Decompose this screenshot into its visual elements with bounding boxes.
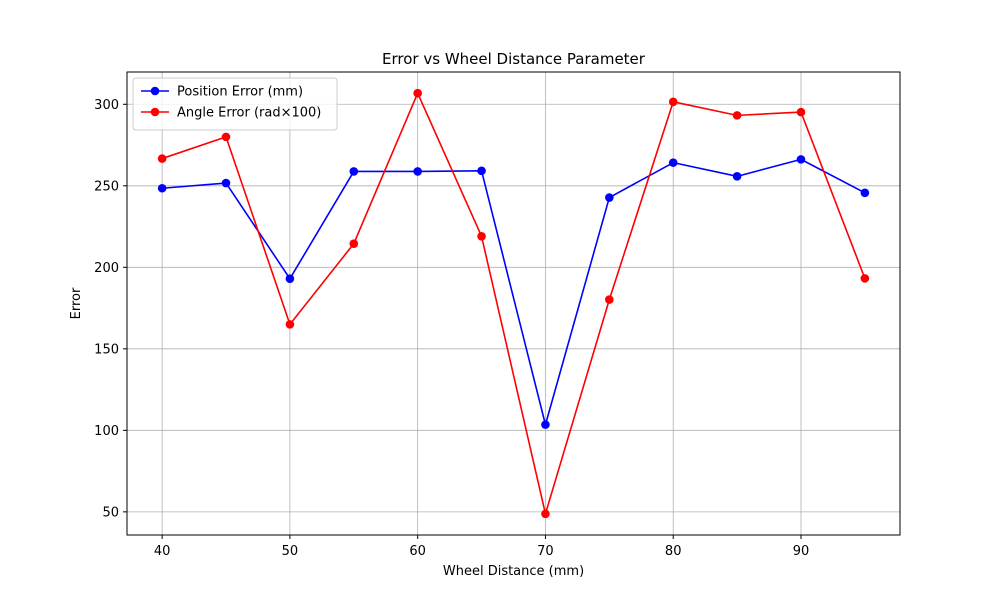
- data-point: [349, 167, 359, 176]
- data-point: [605, 193, 614, 202]
- legend-marker: [150, 86, 160, 96]
- data-point: [732, 111, 742, 120]
- data-point: [285, 274, 295, 284]
- data-point: [860, 274, 870, 283]
- x-tick-label: 90: [793, 544, 810, 559]
- legend-item: Angle Error (rad×100): [141, 106, 321, 121]
- axis-ticks: 40 50 60 70 80 90 50 100 150 200 250 300: [94, 98, 809, 559]
- legend: Position Error (mm) Angle Error (rad×100): [132, 77, 338, 131]
- x-tick-label: 40: [154, 544, 171, 559]
- data-point: [796, 107, 806, 117]
- y-tick-label: 100: [94, 424, 119, 439]
- series-line: [161, 92, 866, 515]
- data-point: [796, 155, 806, 164]
- data-point: [413, 167, 422, 176]
- x-tick-label: 70: [537, 544, 554, 559]
- x-tick-label: 80: [665, 544, 682, 559]
- series-1: [157, 155, 870, 429]
- data-point: [541, 509, 550, 519]
- y-tick-label: 150: [94, 342, 119, 357]
- legend-item: Position Error (mm): [141, 85, 303, 100]
- data-point: [477, 166, 486, 176]
- x-tick-label: 50: [282, 544, 299, 559]
- data-point: [413, 88, 422, 98]
- x-tick-label: 60: [409, 544, 426, 559]
- series-line: [162, 158, 866, 426]
- series-2: [157, 88, 870, 519]
- data-point: [668, 97, 678, 107]
- data-point: [221, 178, 231, 188]
- y-axis-label: Error: [69, 287, 84, 319]
- y-tick-label: 300: [94, 98, 119, 113]
- y-tick-label: 200: [94, 261, 119, 276]
- y-tick-label: 50: [102, 505, 119, 520]
- data-point: [668, 158, 678, 167]
- data-point: [732, 172, 742, 181]
- legend-box: [132, 77, 338, 131]
- data-point: [157, 183, 167, 193]
- data-point: [605, 295, 614, 304]
- legend-label: Position Error (mm): [177, 85, 303, 100]
- data-point: [477, 232, 486, 241]
- data-point: [157, 154, 167, 163]
- data-point: [349, 239, 359, 248]
- data-point: [221, 132, 231, 142]
- legend-marker: [150, 107, 160, 117]
- data-point: [541, 420, 550, 429]
- legend-label: Angle Error (rad×100): [177, 106, 321, 121]
- grid-lines: [127, 72, 900, 535]
- data-point: [285, 320, 295, 329]
- y-tick-label: 250: [94, 179, 119, 194]
- legend-items: Position Error (mm) Angle Error (rad×100): [141, 85, 321, 121]
- x-axis-label: Wheel Distance (mm): [443, 564, 584, 579]
- data-point: [860, 188, 870, 198]
- plot-frame: [126, 71, 901, 536]
- chart-title: Error vs Wheel Distance Parameter: [382, 50, 646, 68]
- series-layer: [157, 88, 870, 519]
